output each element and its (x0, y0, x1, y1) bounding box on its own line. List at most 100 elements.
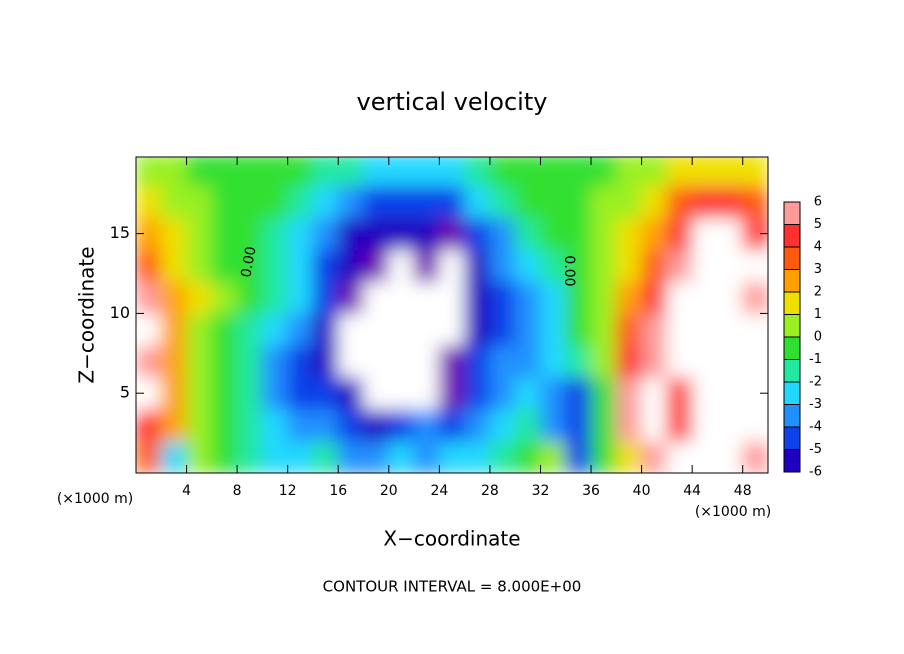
cell (287, 217, 314, 251)
colorbar-tick-label: -5 (809, 442, 822, 457)
cell (337, 280, 365, 314)
cell (388, 440, 415, 473)
y-tick-label: 15 (110, 223, 130, 242)
colorbar-swatch (784, 314, 800, 337)
cell (742, 157, 768, 187)
cell (514, 249, 541, 282)
cell (590, 376, 617, 410)
cell (464, 344, 491, 378)
cell (514, 185, 541, 219)
cell (236, 440, 263, 473)
cell (615, 440, 643, 473)
cell (337, 312, 365, 346)
cell (666, 185, 693, 219)
y-axis-label: Z−coordinate (75, 246, 99, 383)
x-tick-label: 20 (380, 483, 398, 499)
cell (438, 157, 466, 187)
cell (186, 157, 213, 187)
cell (312, 440, 339, 473)
cell (590, 440, 617, 473)
cell (160, 440, 188, 473)
field (136, 157, 768, 473)
cell (337, 408, 365, 442)
cell (539, 344, 567, 378)
cell (287, 157, 314, 187)
colorbar-swatch (784, 247, 800, 270)
cell (363, 157, 390, 187)
cell (641, 408, 668, 442)
cell (615, 344, 643, 378)
cell (160, 344, 188, 378)
cell (438, 185, 466, 219)
cell (363, 249, 390, 282)
y-tick-label: 5 (120, 383, 130, 402)
cell (565, 376, 592, 410)
cell (136, 312, 162, 346)
cell (641, 312, 668, 346)
cell (261, 376, 289, 410)
cell (590, 344, 617, 378)
cell (160, 408, 188, 442)
cell (388, 376, 415, 410)
cell (641, 217, 668, 251)
cell (287, 280, 314, 314)
x-tick-label: 24 (430, 483, 448, 499)
cell (186, 185, 213, 219)
cell (287, 249, 314, 282)
cell (539, 440, 567, 473)
cell (666, 344, 693, 378)
cell (641, 185, 668, 219)
chart-title: vertical velocity (357, 88, 548, 116)
cell (136, 440, 162, 473)
cell (539, 217, 567, 251)
cell (136, 344, 162, 378)
cell (489, 280, 516, 314)
cell (261, 312, 289, 346)
contour-label: 0.00 (238, 245, 259, 278)
cell (388, 280, 415, 314)
cell (413, 217, 440, 251)
cell (565, 249, 592, 282)
cell (716, 280, 744, 314)
cell (716, 344, 744, 378)
cell (312, 376, 339, 410)
cell (464, 185, 491, 219)
cell (388, 217, 415, 251)
cell (565, 280, 592, 314)
contour-label: 0.00 (561, 255, 577, 286)
cell (337, 440, 365, 473)
x-tick-label: 8 (233, 483, 242, 499)
cell (691, 344, 718, 378)
cell (388, 157, 415, 187)
cell (312, 344, 339, 378)
cell (590, 312, 617, 346)
cell (716, 157, 744, 187)
cell (464, 249, 491, 282)
cell (666, 376, 693, 410)
cell (363, 440, 390, 473)
cell (691, 312, 718, 346)
cell (287, 185, 314, 219)
colorbar-tick-label: 0 (814, 330, 822, 345)
colorbar-tick-label: -4 (809, 420, 822, 435)
cell (514, 312, 541, 346)
cell (236, 217, 263, 251)
cell (539, 157, 567, 187)
colorbar-tick-label: 6 (814, 195, 822, 210)
cell (211, 217, 238, 251)
cell (312, 217, 339, 251)
cell (236, 157, 263, 187)
cell (489, 312, 516, 346)
cell (565, 312, 592, 346)
cell (236, 280, 263, 314)
cell (615, 249, 643, 282)
cell (615, 408, 643, 442)
cell (489, 440, 516, 473)
cell (160, 249, 188, 282)
cell (261, 249, 289, 282)
cell (211, 344, 238, 378)
cell (261, 440, 289, 473)
cell (388, 249, 415, 282)
cell (464, 157, 491, 187)
colorbar-tick-label: -6 (809, 465, 822, 480)
